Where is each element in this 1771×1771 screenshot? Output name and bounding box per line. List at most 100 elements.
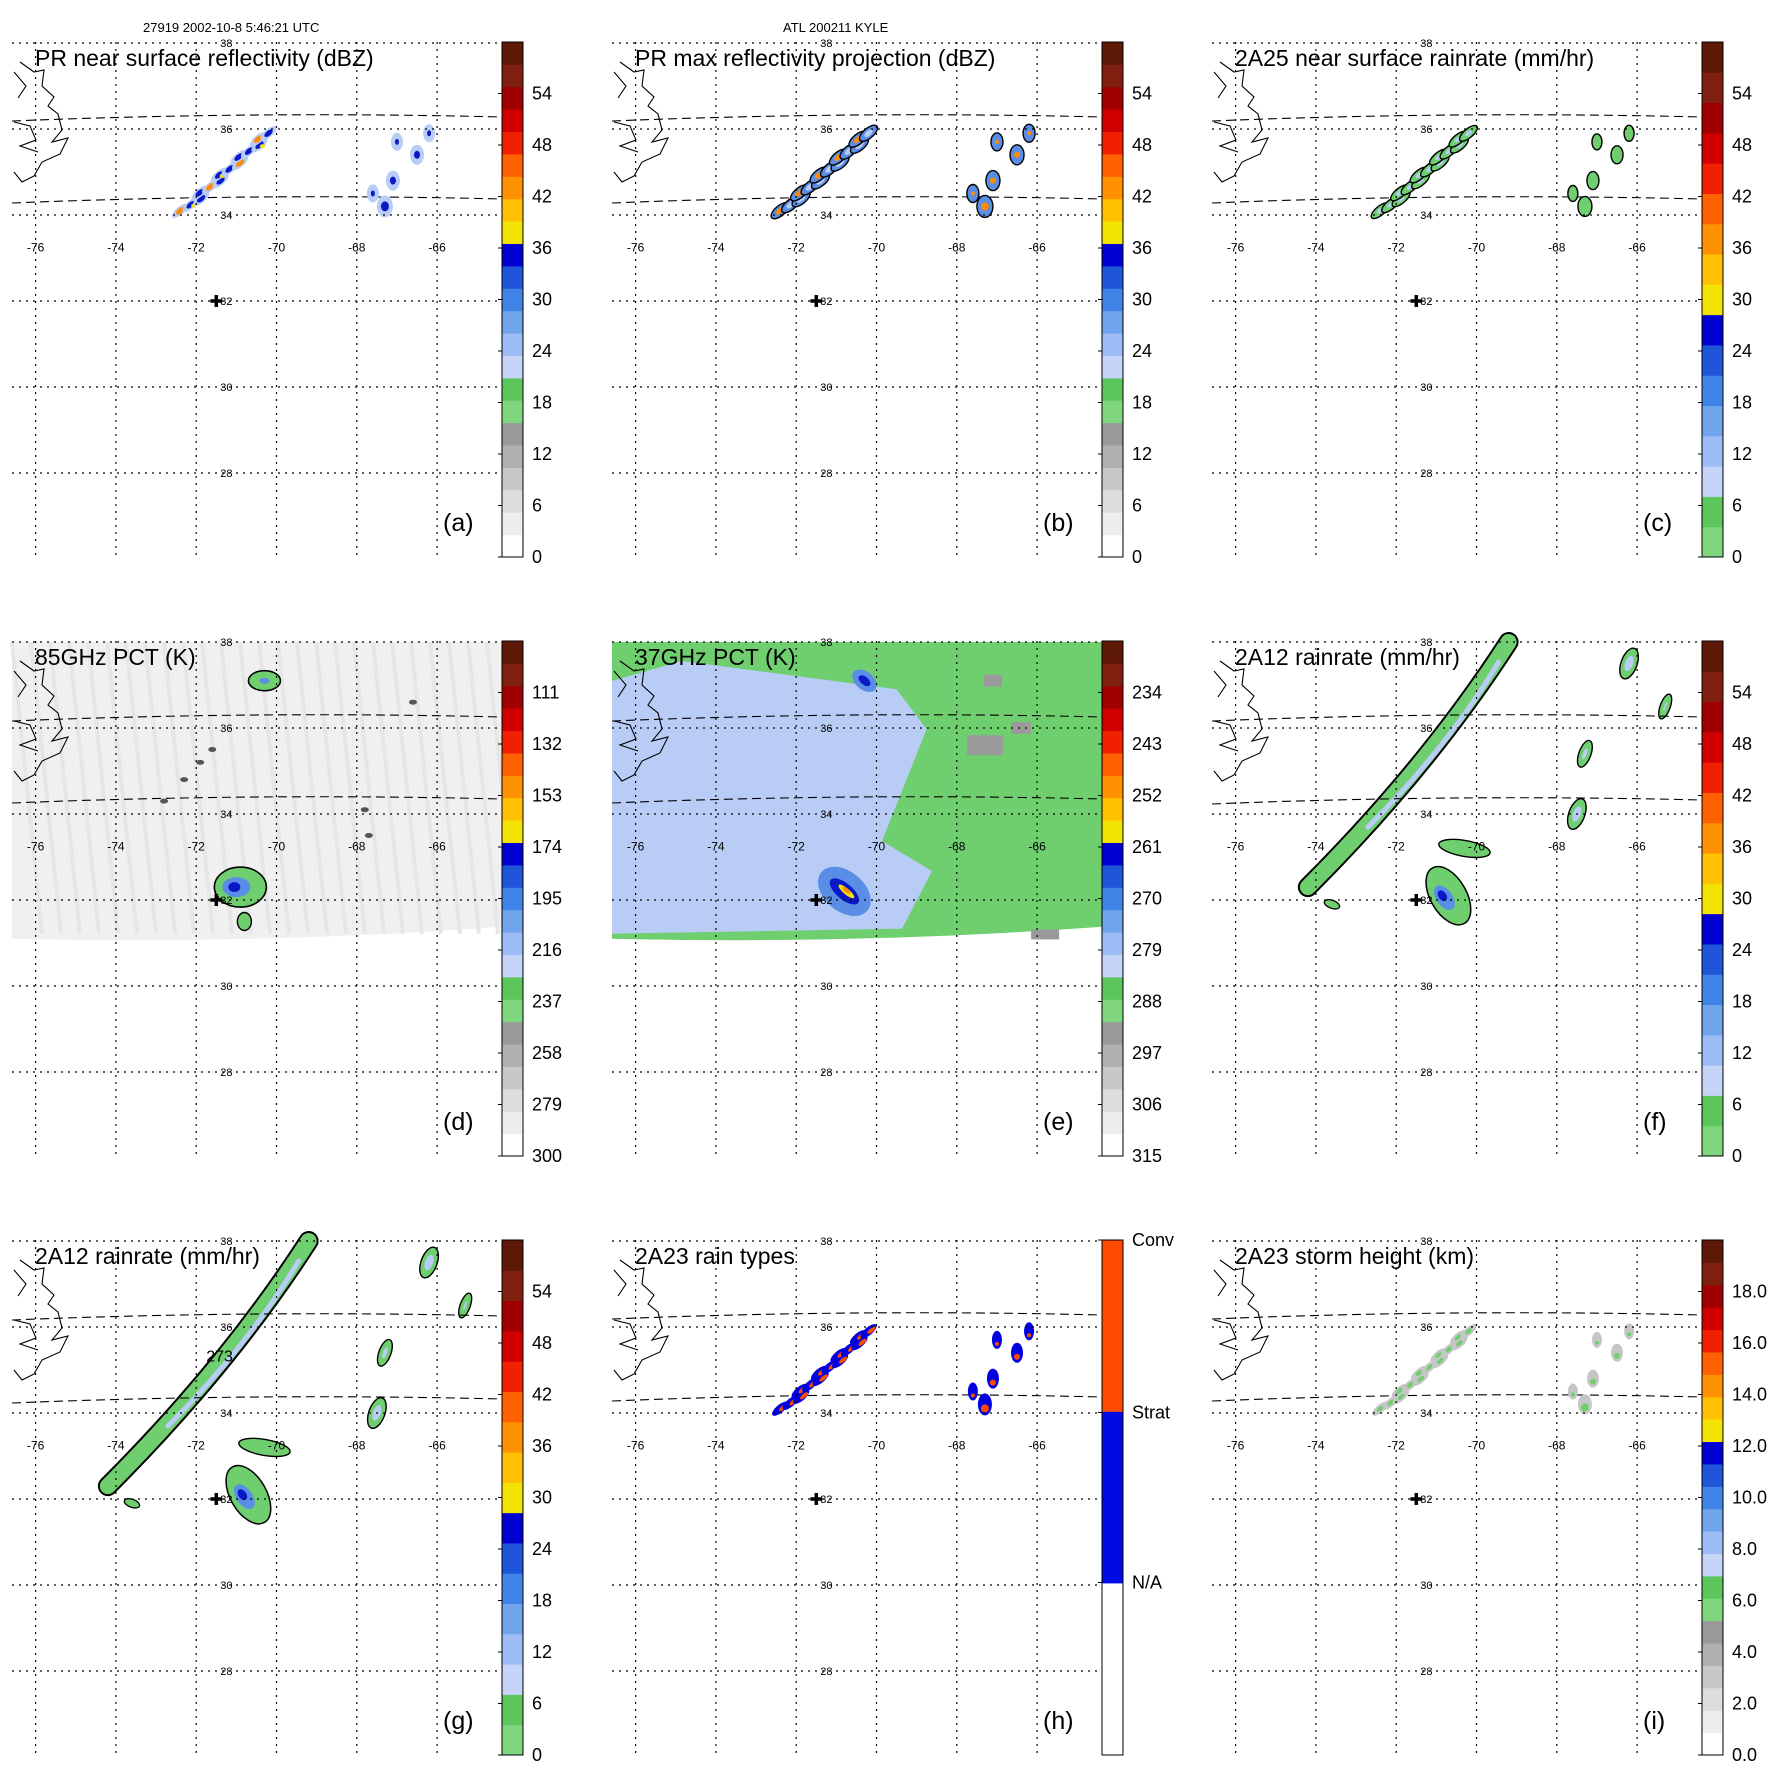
colorbar-segment bbox=[1702, 254, 1723, 285]
colorbar-tick-label: 216 bbox=[532, 940, 562, 960]
lon-tick-label: -72 bbox=[788, 1438, 806, 1452]
colorbar-segment bbox=[502, 1391, 523, 1423]
rain-cell bbox=[264, 129, 273, 138]
rain-cell bbox=[864, 129, 873, 138]
small-cell bbox=[180, 777, 189, 783]
colorbar-segment bbox=[502, 730, 523, 754]
colorbar-segment bbox=[502, 1111, 523, 1135]
colorbar-segment bbox=[1102, 377, 1123, 401]
convective-core bbox=[228, 882, 241, 893]
rain-cell bbox=[1387, 1399, 1394, 1406]
lon-tick-label: -72 bbox=[188, 1438, 206, 1452]
colorbar-segment bbox=[502, 641, 523, 664]
pct-texture bbox=[447, 641, 481, 934]
panel-letter: (h) bbox=[1043, 1707, 1074, 1735]
colorbar-segment bbox=[1702, 701, 1723, 733]
colorbar-segment bbox=[1102, 1583, 1123, 1755]
colorbar-segment bbox=[1102, 797, 1123, 821]
colorbar-segment bbox=[1702, 1095, 1723, 1127]
rain-cell bbox=[1589, 1378, 1596, 1385]
cell bbox=[858, 675, 871, 687]
lat-tick-label: 36 bbox=[220, 124, 232, 136]
lat-tick-label: 32 bbox=[220, 296, 232, 308]
colorbar-segment bbox=[1102, 1240, 1123, 1412]
lon-tick-label: -74 bbox=[107, 240, 125, 254]
colorbar-segment bbox=[502, 842, 523, 866]
coastline bbox=[613, 1269, 627, 1297]
colorbar-2: 0 6 12 18 24 30 36 42 48 54 bbox=[1098, 41, 1152, 567]
colorbar-segment bbox=[1702, 913, 1723, 945]
lon-tick-label: -72 bbox=[188, 839, 206, 853]
panel-a: -76 -74 -72 -70 -68 -66 38 36 34 32 30 28 PR near su… bbox=[11, 38, 503, 557]
colorbar-segment bbox=[502, 243, 523, 267]
header-orbit-time: 27919 2002-10-8 5:46:21 UTC bbox=[143, 20, 320, 35]
rainband-core bbox=[1365, 659, 1502, 830]
colorbar-tick-label: 6 bbox=[532, 496, 542, 516]
colorbar-tick-label: 0 bbox=[1132, 547, 1142, 567]
rain-cell bbox=[427, 130, 432, 137]
colorbar-tick-label: 237 bbox=[532, 992, 562, 1012]
rain-cell bbox=[1435, 1352, 1442, 1359]
colorbar-segment bbox=[1102, 775, 1123, 799]
colorbar-tick-label: 6 bbox=[532, 1694, 542, 1714]
colorbar-segment bbox=[502, 1452, 523, 1483]
rainband bbox=[99, 1233, 317, 1495]
storm-center-marker bbox=[1410, 894, 1423, 906]
lat-tick-label: 28 bbox=[220, 1067, 232, 1079]
rain-cell bbox=[370, 190, 375, 197]
colorbar-segment bbox=[1702, 731, 1723, 763]
lon-tick-label: -66 bbox=[1628, 839, 1646, 853]
lon-tick-label: -76 bbox=[27, 839, 45, 853]
rain-cell bbox=[1014, 1353, 1021, 1360]
colorbar-segment bbox=[502, 1694, 523, 1726]
colorbar-tick-label: 36 bbox=[1732, 238, 1752, 258]
rain-cell bbox=[382, 1347, 388, 1359]
storm-center-marker bbox=[810, 1493, 823, 1505]
rain-cell bbox=[214, 171, 224, 179]
colorbar-tick-label: 6 bbox=[1732, 496, 1742, 516]
rain-cell bbox=[1397, 1393, 1405, 1400]
colorbar-tick-label: 18 bbox=[532, 393, 552, 413]
rain-cell bbox=[424, 1254, 434, 1271]
lat-tick-label: 30 bbox=[220, 981, 232, 993]
storm-center-marker bbox=[810, 894, 823, 906]
colorbar-8: N/A Strat Conv bbox=[1098, 1230, 1174, 1756]
rain-cell bbox=[253, 135, 263, 143]
lon-tick-label: -66 bbox=[428, 240, 446, 254]
swath-edge bbox=[611, 114, 1103, 122]
colorbar-tick-label: 279 bbox=[532, 1095, 562, 1115]
colorbar-segment bbox=[502, 489, 523, 513]
lon-tick-label: -74 bbox=[1307, 839, 1325, 853]
warm-patch bbox=[1011, 722, 1032, 734]
colorbar-segment bbox=[1702, 792, 1723, 824]
storm-center-marker bbox=[1410, 295, 1423, 307]
lon-tick-label: -76 bbox=[1227, 839, 1245, 853]
colorbar-segment bbox=[1702, 1004, 1723, 1036]
colorbar-segment bbox=[502, 820, 523, 844]
rain-cell bbox=[1014, 151, 1021, 158]
pct-texture bbox=[143, 641, 177, 934]
colorbar-segment bbox=[1702, 883, 1723, 915]
colorbar-segment bbox=[1702, 1687, 1723, 1711]
rain-cell bbox=[800, 1392, 809, 1400]
lat-tick-label: 38 bbox=[820, 38, 832, 50]
colorbar-tick-label: 30 bbox=[532, 290, 552, 310]
colorbar-segment bbox=[1702, 1463, 1723, 1487]
lon-tick-label: -70 bbox=[268, 240, 286, 254]
colorbar-segment bbox=[1702, 1065, 1723, 1096]
pct-texture bbox=[333, 641, 367, 934]
rain-cell bbox=[980, 1404, 989, 1413]
lon-tick-label: -74 bbox=[707, 240, 725, 254]
colorbar-segment bbox=[502, 512, 523, 536]
colorbar-tick-label: 30 bbox=[1732, 290, 1752, 310]
lat-tick-label: 28 bbox=[1420, 1067, 1432, 1079]
colorbar-segment bbox=[502, 775, 523, 799]
rain-cell bbox=[1396, 1387, 1403, 1394]
coastline bbox=[1213, 121, 1239, 153]
lon-tick-label: -76 bbox=[627, 1438, 645, 1452]
coastline bbox=[613, 720, 639, 752]
colorbar-segment bbox=[1702, 974, 1723, 1006]
colorbar-segment bbox=[1702, 405, 1723, 437]
colorbar-tick-label: 258 bbox=[532, 1043, 562, 1063]
lon-tick-label: -76 bbox=[1227, 240, 1245, 254]
